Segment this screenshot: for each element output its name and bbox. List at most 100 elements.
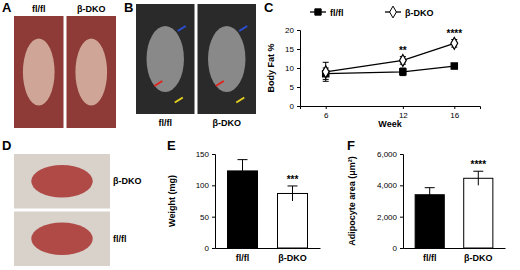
y-tick-label: 0: [290, 102, 295, 111]
x-tick-label: fl/fl: [423, 253, 437, 263]
error-bar-stem: [429, 188, 430, 202]
bar: [278, 193, 308, 248]
x-tick-label: β-DKO: [464, 253, 493, 263]
photo: [14, 16, 64, 128]
bar: [464, 178, 493, 248]
y-tick-label: 4,000: [377, 181, 398, 190]
x-tick-label: fl/fl: [236, 253, 250, 263]
annotation: ****: [470, 159, 486, 170]
y-tick: 6,000: [377, 150, 403, 159]
marker: [400, 69, 406, 75]
y-tick: 4,000: [377, 181, 403, 190]
x-axis: fl/fl β-DKO: [404, 248, 506, 263]
arrow: [175, 98, 183, 103]
plot-area: [228, 160, 308, 248]
y-axis-line: [212, 155, 216, 249]
y-tick: 0: [393, 244, 403, 253]
legend-marker: [315, 9, 321, 15]
photo: [67, 16, 117, 128]
y-tick-mark: [212, 154, 215, 155]
y-tick-label: 10: [285, 64, 294, 73]
error-bar: [323, 62, 329, 81]
y-tick: 5: [290, 83, 300, 92]
photo-detail: [31, 165, 92, 198]
x-tick-label: 6: [324, 111, 329, 120]
y-tick: 100: [196, 181, 215, 190]
y-tick-mark: [212, 185, 215, 186]
x-tick: β-DKO: [464, 248, 493, 263]
x-axis-title: Week: [378, 119, 402, 129]
x-tick-mark: [326, 106, 327, 109]
panel-letter: C: [264, 0, 274, 15]
annotation: ****: [446, 28, 462, 39]
panel-letter: D: [2, 138, 11, 153]
x-axis-line: [301, 107, 481, 110]
error-bar-cap: [238, 159, 248, 160]
y-tick-mark: [297, 30, 300, 31]
photo-detail: [75, 38, 107, 105]
y-tick-mark: [400, 154, 403, 155]
y-tick-label: 100: [196, 181, 210, 190]
x-axis-line: [216, 248, 321, 249]
y-tick: 50: [200, 213, 215, 222]
bar: [415, 195, 444, 248]
marker: [322, 66, 329, 78]
y-tick: 0: [205, 244, 215, 253]
photo-panel: fl/flβ-DKO: [14, 4, 116, 128]
legend-item: fl/fl: [310, 8, 344, 18]
photo-label: fl/fl: [159, 118, 173, 128]
arrow: [154, 81, 162, 86]
legend-marker: [390, 6, 397, 18]
photo-label: fl/fl: [32, 4, 46, 14]
annotation: ***: [287, 174, 299, 185]
y-tick-label: 15: [285, 45, 294, 54]
error-bar: [425, 188, 435, 202]
photo-detail: [208, 26, 245, 92]
y-axis: 0 2,000 4,000 6,000: [377, 150, 404, 253]
arrow: [216, 81, 224, 86]
marker: [399, 55, 406, 67]
error-bar-cap: [425, 187, 435, 188]
y-tick-mark: [297, 68, 300, 69]
x-axis: 6 12 16: [301, 106, 481, 120]
y-tick: 0: [290, 102, 300, 111]
error-bar-cap: [473, 171, 483, 172]
x-tick: fl/fl: [236, 248, 250, 263]
y-axis-title: Adipocyte area (μm²): [347, 156, 357, 246]
x-tick: fl/fl: [423, 248, 437, 263]
photo-label: β-DKO: [213, 118, 242, 128]
x-tick: 12: [399, 106, 408, 120]
y-tick-mark: [297, 87, 300, 88]
error-bar-cap: [323, 62, 329, 63]
error-bar: [400, 68, 406, 76]
error-bar: [473, 171, 483, 185]
y-tick-mark: [400, 217, 403, 218]
y-tick-label: 0: [205, 244, 210, 253]
photo: [136, 4, 195, 114]
photo: [14, 154, 110, 209]
marker: [451, 63, 457, 69]
error-bar-stem: [242, 160, 243, 183]
panel-letter: B: [124, 0, 133, 15]
photo-detail: [147, 26, 184, 92]
legend-label: fl/fl: [330, 8, 344, 18]
x-axis: fl/flβ-DKO: [216, 248, 321, 263]
y-tick-mark: [400, 248, 403, 249]
error-bar-cap: [323, 81, 329, 82]
y-axis-line: [297, 31, 301, 107]
photo-panel: fl/fl β-DKO: [136, 4, 256, 128]
y-tick: 2,000: [377, 213, 403, 222]
arrow: [178, 26, 186, 31]
series-line: [326, 43, 455, 72]
x-tick: 16: [450, 106, 459, 120]
y-tick-mark: [400, 185, 403, 186]
x-tick-mark: [454, 106, 455, 109]
y-tick-mark: [212, 217, 215, 218]
marker: [451, 37, 458, 49]
annotation: **: [399, 45, 407, 56]
bar-chart: 050100150Weight (mg)fl/flβ-DKO***: [167, 150, 321, 263]
arrow: [239, 26, 247, 31]
y-tick-mark: [297, 106, 300, 107]
y-axis-line: [400, 155, 404, 249]
y-tick-label: 0: [393, 244, 398, 253]
